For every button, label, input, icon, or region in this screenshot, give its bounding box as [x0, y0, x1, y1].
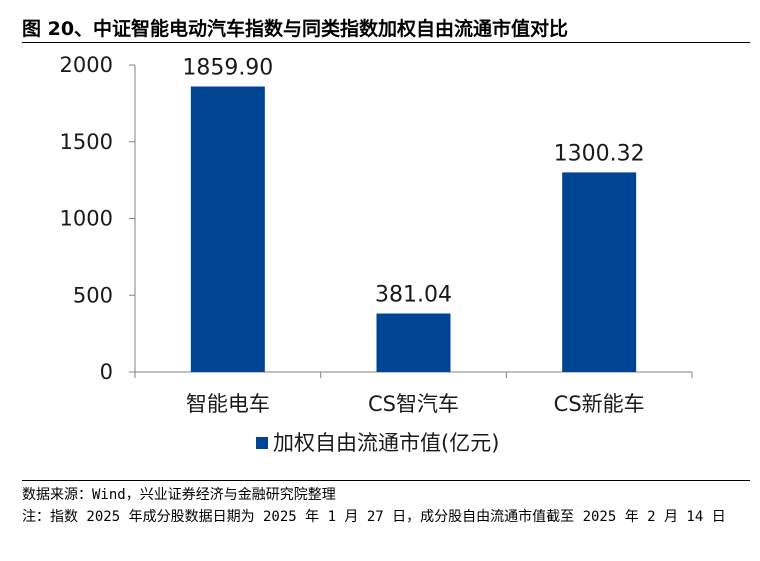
bar — [190, 86, 265, 373]
category-label: 智能电车 — [186, 392, 270, 416]
bar — [376, 313, 451, 372]
bar-chart: 0 500 1000 1500 2000 智能电车 CS智汽车 CS新能车 1859.90 3… — [60, 53, 693, 455]
legend-swatch — [256, 437, 268, 449]
bar — [562, 172, 637, 372]
y-axis: 0 500 1000 1500 2000 — [60, 53, 136, 384]
data-label: 381.04 — [375, 283, 452, 308]
category-label: CS新能车 — [554, 392, 645, 416]
legend: 加权自由流通市值(亿元) — [256, 431, 499, 455]
legend-label: 加权自由流通市值(亿元) — [273, 431, 499, 455]
data-label: 1859.90 — [182, 56, 273, 81]
y-tick-label: 1000 — [60, 207, 113, 231]
y-tick-label: 2000 — [60, 53, 113, 77]
footer-rule — [22, 480, 750, 481]
bars: 1859.90 381.04 1300.32 — [182, 56, 645, 373]
category-label: CS智汽车 — [368, 392, 459, 416]
title-rule — [22, 42, 750, 43]
footnote: 注：指数 2025 年成分股数据日期为 2025 年 1 月 27 日，成分股自… — [22, 509, 726, 525]
y-tick-label: 500 — [73, 283, 113, 307]
source-note: 数据来源：Wind，兴业证券经济与金融研究院整理 — [22, 487, 336, 503]
x-axis: 智能电车 CS智汽车 CS新能车 — [134, 371, 693, 416]
y-tick-label: 1500 — [60, 130, 113, 154]
y-tick-label: 0 — [100, 360, 113, 384]
data-label: 1300.32 — [554, 141, 645, 166]
figure-title: 图 20、中证智能电动汽车指数与同类指数加权自由流通市值对比 — [22, 18, 569, 40]
